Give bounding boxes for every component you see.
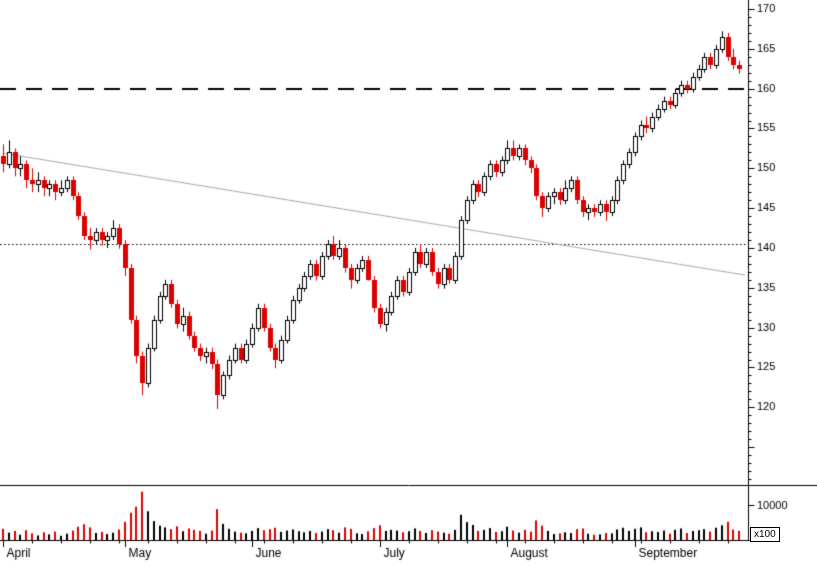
volume-unit-badge: x100	[750, 527, 780, 542]
